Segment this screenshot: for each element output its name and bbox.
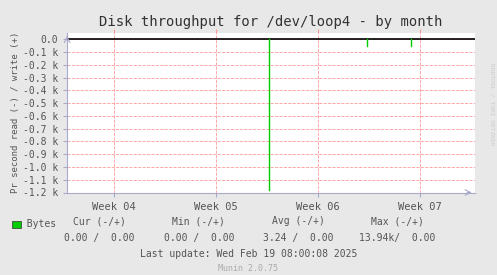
Y-axis label: Pr second read (-) / write (+): Pr second read (-) / write (+) [11, 32, 20, 193]
Title: Disk throughput for /dev/loop4 - by month: Disk throughput for /dev/loop4 - by mont… [99, 15, 442, 29]
Text: 0.00 /  0.00: 0.00 / 0.00 [64, 233, 135, 243]
Text: 13.94k/  0.00: 13.94k/ 0.00 [359, 233, 436, 243]
Text: 0.00 /  0.00: 0.00 / 0.00 [164, 233, 234, 243]
Text: Cur (-/+): Cur (-/+) [73, 216, 126, 226]
Text: Avg (-/+): Avg (-/+) [272, 216, 325, 226]
Text: Bytes: Bytes [15, 219, 56, 229]
Text: Munin 2.0.75: Munin 2.0.75 [219, 265, 278, 273]
Text: Max (-/+): Max (-/+) [371, 216, 424, 226]
Text: RRDTOOL / TOBI OETIKER: RRDTOOL / TOBI OETIKER [490, 63, 495, 146]
Text: Min (-/+): Min (-/+) [172, 216, 225, 226]
Text: 3.24 /  0.00: 3.24 / 0.00 [263, 233, 333, 243]
Text: Last update: Wed Feb 19 08:00:08 2025: Last update: Wed Feb 19 08:00:08 2025 [140, 249, 357, 259]
